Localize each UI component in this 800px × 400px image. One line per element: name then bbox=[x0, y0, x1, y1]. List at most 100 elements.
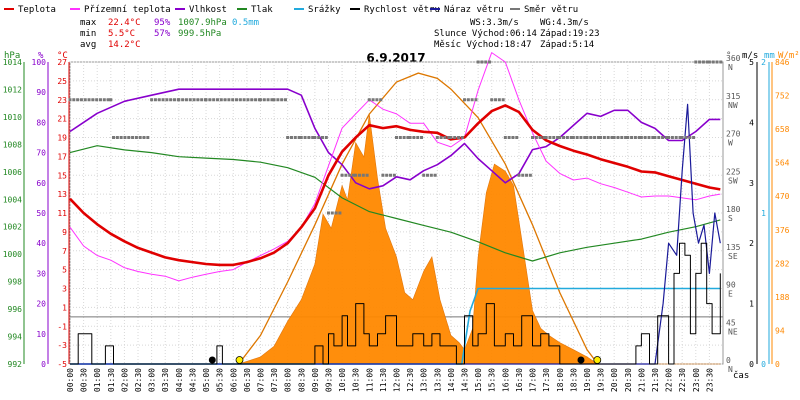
hum-tick: 20 bbox=[36, 300, 46, 309]
temp-tick: 3 bbox=[62, 285, 67, 294]
legend-label: Tlak bbox=[251, 5, 273, 15]
time-tick: 00:00 bbox=[66, 368, 75, 392]
hpa-tick: 1010 bbox=[3, 113, 22, 122]
time-tick: 03:00 bbox=[148, 368, 157, 392]
wind-direction-point bbox=[95, 98, 99, 102]
wind-direction-point bbox=[715, 60, 719, 64]
wind-direction-point bbox=[76, 98, 80, 102]
time-tick: 23:00 bbox=[692, 368, 701, 392]
wind-direction-point bbox=[109, 98, 113, 102]
wind-direction-point bbox=[460, 136, 464, 139]
wind-direction-point bbox=[361, 173, 365, 177]
wind-direction-point bbox=[596, 136, 600, 139]
stat-max-press: 1007.9hPa bbox=[178, 18, 227, 28]
wind-direction-point bbox=[408, 136, 412, 139]
temp-tick: 9 bbox=[62, 228, 67, 237]
time-tick: 14:00 bbox=[447, 368, 456, 392]
wind-direction-point bbox=[534, 136, 538, 139]
wind-direction-point bbox=[219, 98, 223, 102]
wind-direction-point bbox=[215, 98, 219, 102]
time-tick: 18:00 bbox=[556, 368, 565, 392]
wind-direction-point bbox=[528, 173, 532, 177]
dir-tick: 225 bbox=[726, 167, 741, 176]
moonrise-marker bbox=[577, 356, 585, 364]
wind-direction-point bbox=[311, 136, 315, 139]
wind-direction-point bbox=[389, 173, 393, 177]
info-ws: WS:3.3m/s bbox=[470, 18, 519, 28]
ms-tick: 0 bbox=[749, 360, 754, 369]
hpa-tick: 1008 bbox=[3, 140, 22, 149]
wind-direction-point bbox=[286, 136, 290, 139]
wind-direction-point bbox=[254, 98, 258, 102]
legend-label: Rychlost větru bbox=[364, 5, 440, 15]
hum-tick: 60 bbox=[36, 179, 46, 188]
wind-direction-point bbox=[494, 98, 498, 102]
sunset-marker bbox=[593, 356, 602, 364]
wind-direction-point bbox=[653, 136, 657, 139]
wind-direction-point bbox=[357, 173, 361, 177]
wind-direction-point bbox=[204, 98, 208, 102]
wind-direction-point bbox=[670, 136, 674, 139]
legend: Teplota Přízemní teplota Vlhkost Tlak Srážky… bbox=[4, 5, 578, 15]
hpa-tick: 994 bbox=[8, 333, 23, 342]
dir-name-tick: N bbox=[728, 365, 733, 374]
time-tick: 12:30 bbox=[406, 368, 415, 392]
wind-direction-point bbox=[227, 98, 231, 102]
wind-direction-point bbox=[208, 98, 212, 102]
wind-direction-point bbox=[379, 98, 383, 102]
ms-tick: 4 bbox=[749, 118, 754, 127]
time-tick: 23:30 bbox=[705, 368, 714, 392]
time-tick: 05:30 bbox=[216, 368, 225, 392]
wind-direction-point bbox=[270, 98, 274, 102]
wind-direction-point bbox=[599, 136, 603, 139]
wind-direction-point bbox=[283, 98, 287, 102]
time-tick: 15:30 bbox=[488, 368, 497, 392]
wind-direction-point bbox=[367, 98, 371, 102]
hum-tick: 10 bbox=[36, 330, 46, 339]
wind-direction-point bbox=[235, 98, 239, 102]
hpa-tick: 1004 bbox=[3, 195, 22, 204]
temp-tick: 19 bbox=[57, 134, 67, 143]
hum-tick: 40 bbox=[36, 239, 46, 248]
dir-name-tick: S bbox=[728, 214, 733, 223]
wind-direction-point bbox=[123, 136, 127, 139]
dir-name-tick: NE bbox=[728, 327, 738, 336]
markers bbox=[208, 356, 602, 364]
wind-direction-point bbox=[119, 136, 123, 139]
wind-direction-point bbox=[474, 98, 478, 102]
time-tick: 09:30 bbox=[324, 368, 333, 392]
time-tick: 13:30 bbox=[433, 368, 442, 392]
time-tick: 13:00 bbox=[420, 368, 429, 392]
wind-direction-point bbox=[317, 136, 321, 139]
solar-layer bbox=[70, 72, 721, 365]
wind-direction-point bbox=[497, 98, 501, 102]
time-tick: 15:00 bbox=[474, 368, 483, 392]
wind-direction-point bbox=[449, 136, 453, 139]
wind-direction-point bbox=[280, 98, 284, 102]
info-wg: WG:4.3m/s bbox=[540, 18, 589, 28]
wind-direction-point bbox=[711, 60, 715, 64]
wind-direction-point bbox=[68, 98, 72, 102]
wm-tick: 752 bbox=[775, 92, 790, 101]
series-lines bbox=[68, 52, 723, 365]
time-tick: 22:00 bbox=[665, 368, 674, 392]
wind-direction-point bbox=[589, 136, 593, 139]
legend-label: Srážky bbox=[308, 5, 341, 15]
wind-direction-point bbox=[303, 136, 307, 139]
wind-direction-point bbox=[521, 173, 525, 177]
wind-direction-point bbox=[571, 136, 575, 139]
time-axis-label: čas bbox=[733, 370, 749, 381]
legend-label: Přízemní teplota bbox=[84, 5, 171, 15]
dir-tick: 0 bbox=[726, 356, 731, 365]
time-tick: 08:00 bbox=[284, 368, 293, 392]
wind-direction-point bbox=[511, 136, 515, 139]
wind-direction-point bbox=[439, 136, 443, 139]
time-tick: 03:30 bbox=[161, 368, 170, 392]
dir-name-tick: SW bbox=[728, 176, 738, 185]
wind-direction-point bbox=[531, 136, 535, 139]
wind-direction-point bbox=[565, 136, 569, 139]
wind-direction-point bbox=[334, 211, 338, 215]
temp-tick: 21 bbox=[57, 115, 67, 124]
hpa-tick: 1000 bbox=[3, 250, 22, 259]
